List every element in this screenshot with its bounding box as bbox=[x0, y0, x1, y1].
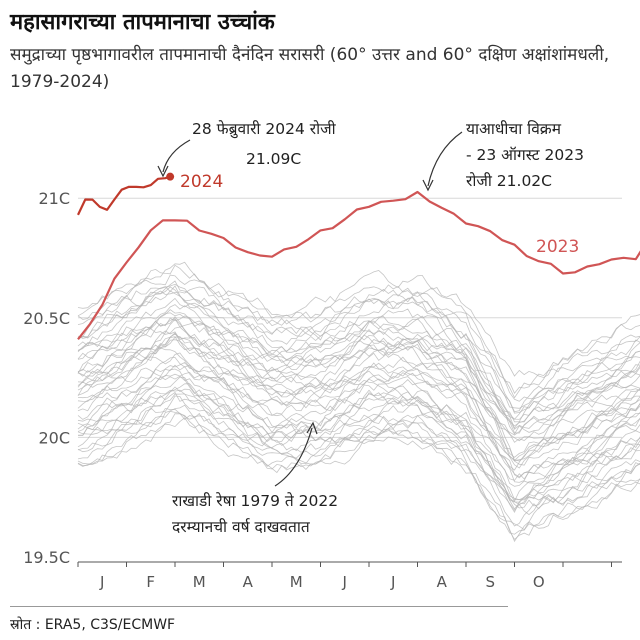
x-tick-label: A bbox=[243, 573, 254, 591]
annotation-prev-record-arrowhead bbox=[422, 179, 434, 192]
x-tick-label: J bbox=[390, 573, 395, 591]
historical-year-line bbox=[77, 376, 640, 503]
peak-2024-marker bbox=[166, 172, 175, 181]
y-tick-labels: 21C 20.5C 20C 19.5C bbox=[23, 189, 70, 567]
historical-year-line bbox=[77, 336, 640, 462]
x-tick-label: M bbox=[290, 573, 303, 591]
historical-year-line bbox=[77, 391, 640, 509]
footer-divider bbox=[10, 606, 508, 607]
y-tick-label: 19.5C bbox=[23, 548, 70, 567]
historical-year-line bbox=[77, 368, 640, 487]
historical-year-line bbox=[77, 274, 640, 399]
annotation-grey-lines-arrow bbox=[274, 427, 313, 487]
y-tick-label: 20.5C bbox=[23, 309, 70, 328]
historical-year-line bbox=[77, 417, 640, 541]
historical-year-line bbox=[77, 309, 640, 434]
historical-year-line bbox=[77, 383, 640, 501]
annotation-prev-record-line2: - 23 ऑगस्ट 2023 bbox=[466, 146, 584, 164]
historical-year-line bbox=[78, 393, 640, 503]
x-tick-label: J bbox=[99, 573, 104, 591]
source-note: स्रोत : ERA5, C3S/ECMWF bbox=[10, 617, 176, 633]
annotation-grey-lines-arrowhead bbox=[306, 421, 318, 435]
historical-year-line bbox=[77, 318, 640, 443]
series-label-2024: 2024 bbox=[180, 172, 223, 192]
annotation-peak-2024-line2: 21.09C bbox=[246, 150, 301, 168]
annotation-prev-record-line1: याआधीचा विक्रम bbox=[466, 120, 562, 138]
historical-year-line bbox=[77, 407, 640, 531]
x-tick-label: A bbox=[437, 573, 448, 591]
historical-year-line bbox=[77, 264, 640, 378]
y-tick-label: 20C bbox=[38, 428, 70, 447]
x-tick-label: M bbox=[193, 573, 206, 591]
annotation-prev-record-line3: रोजी 21.02C bbox=[466, 172, 552, 190]
historical-year-line bbox=[77, 386, 640, 510]
annotation-peak-2024-arrowhead bbox=[157, 165, 169, 178]
historical-year-line bbox=[77, 316, 640, 442]
series-lines bbox=[77, 172, 640, 340]
chart-title: महासागराच्या तापमानाचा उच्चांक bbox=[10, 10, 275, 35]
historical-year-line bbox=[77, 364, 640, 479]
historical-year-line bbox=[77, 333, 640, 462]
historical-year-line bbox=[77, 285, 640, 423]
historical-year-line bbox=[77, 315, 640, 435]
chart-subtitle: समुद्राच्या पृष्ठभागावरील तापमानाची दैनं… bbox=[10, 45, 610, 92]
series-line-2024 bbox=[77, 175, 171, 216]
sst-line-chart: 21C 20.5C 20C 19.5C J F M A M J J A S O 2024 2023 28… bbox=[23, 120, 640, 591]
historical-year-line bbox=[77, 404, 640, 527]
historical-year-line bbox=[77, 347, 640, 469]
annotation-grey-lines-line1: राखाडी रेषा 1979 ते 2022 bbox=[172, 492, 338, 510]
series-line-2023 bbox=[77, 190, 640, 340]
historical-year-line bbox=[77, 290, 640, 420]
annotation-grey-lines-line2: दरम्यानची वर्ष दाखवतात bbox=[172, 518, 311, 536]
historical-year-line bbox=[77, 413, 640, 535]
historical-year-line bbox=[77, 261, 640, 394]
historical-lines bbox=[77, 261, 640, 543]
historical-year-line bbox=[77, 320, 640, 436]
historical-year-line bbox=[77, 280, 640, 413]
historical-year-line bbox=[77, 332, 640, 466]
historical-year-line bbox=[77, 352, 640, 478]
annotation-prev-record-arrow bbox=[427, 131, 463, 187]
x-tick-label: J bbox=[342, 573, 347, 591]
annotation-peak-2024-line1: 28 फेब्रुवारी 2024 रोजी bbox=[192, 120, 337, 139]
historical-year-line bbox=[77, 286, 640, 414]
x-tick-label: S bbox=[485, 573, 495, 591]
series-label-2023: 2023 bbox=[536, 237, 579, 257]
annotation-peak-2024-arrow bbox=[162, 139, 191, 173]
historical-year-line bbox=[77, 410, 640, 543]
historical-year-line bbox=[77, 286, 640, 409]
historical-year-line bbox=[77, 339, 640, 462]
historical-year-line bbox=[77, 312, 640, 427]
y-tick-label: 21C bbox=[38, 189, 70, 208]
historical-year-line bbox=[77, 318, 640, 430]
historical-year-line bbox=[77, 304, 640, 420]
historical-year-line bbox=[77, 371, 640, 501]
historical-year-line bbox=[77, 362, 640, 483]
x-tick-label: O bbox=[533, 573, 545, 591]
x-tick-label: F bbox=[146, 573, 155, 591]
historical-year-line bbox=[77, 283, 640, 402]
historical-year-line bbox=[77, 389, 640, 506]
